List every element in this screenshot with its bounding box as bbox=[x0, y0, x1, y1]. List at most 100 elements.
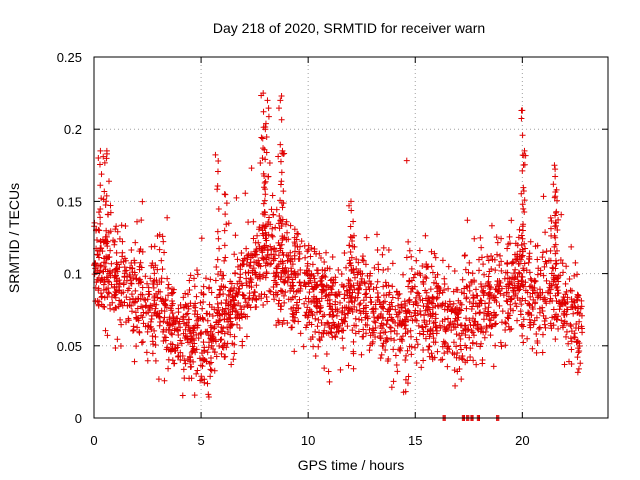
data-point-2528 bbox=[280, 200, 287, 207]
x-tick-label-4: 20 bbox=[515, 433, 529, 448]
data-point-1991 bbox=[315, 267, 322, 274]
data-point-2290 bbox=[313, 284, 320, 291]
data-point-2301 bbox=[355, 328, 362, 335]
data-point-1953 bbox=[260, 255, 267, 262]
data-point-269 bbox=[402, 376, 409, 383]
data-point-2411 bbox=[97, 161, 104, 168]
data-point-701 bbox=[466, 334, 473, 341]
data-point-717 bbox=[388, 314, 395, 321]
y-tick-label-2: 0.1 bbox=[64, 267, 82, 282]
data-point-2002 bbox=[333, 312, 340, 319]
data-point-591 bbox=[225, 220, 232, 227]
data-point-1510 bbox=[549, 264, 556, 271]
data-point-1299 bbox=[503, 297, 510, 304]
data-point-2108 bbox=[313, 309, 320, 316]
data-point-1719 bbox=[198, 331, 205, 338]
data-point-1675 bbox=[180, 303, 187, 310]
data-point-1177 bbox=[415, 322, 422, 329]
data-point-2597 bbox=[554, 275, 561, 282]
data-point-2467 bbox=[260, 170, 267, 177]
y-tick-label-1: 0.05 bbox=[57, 339, 82, 354]
data-point-927 bbox=[158, 257, 165, 264]
data-point-161 bbox=[444, 315, 451, 322]
data-point-1069 bbox=[243, 245, 250, 252]
data-point-1255 bbox=[469, 339, 476, 346]
data-point-2177 bbox=[426, 306, 433, 313]
data-point-2330 bbox=[344, 310, 351, 317]
data-point-2351 bbox=[135, 315, 142, 322]
data-point-1684 bbox=[106, 290, 113, 297]
data-point-1747 bbox=[234, 311, 241, 318]
data-point-1808 bbox=[289, 279, 296, 286]
data-point-2195 bbox=[185, 316, 192, 323]
data-point-951 bbox=[514, 294, 521, 301]
data-point-2568 bbox=[519, 246, 526, 253]
data-point-1697 bbox=[161, 300, 168, 307]
data-point-1598 bbox=[423, 321, 430, 328]
data-point-2061 bbox=[465, 269, 472, 276]
data-point-2240 bbox=[328, 276, 335, 283]
data-point-1226 bbox=[332, 292, 339, 299]
data-point-2476 bbox=[263, 242, 270, 249]
data-point-1154 bbox=[386, 324, 393, 331]
data-point-1783 bbox=[189, 348, 196, 355]
data-point-1741 bbox=[198, 373, 205, 380]
data-point-1574 bbox=[362, 291, 369, 298]
data-point-1190 bbox=[388, 335, 395, 342]
data-point-1971 bbox=[409, 285, 416, 292]
data-point-391 bbox=[329, 254, 336, 261]
data-point-1748 bbox=[514, 284, 521, 291]
data-point-1528 bbox=[367, 294, 374, 301]
data-point-2322 bbox=[372, 324, 379, 331]
data-point-2256 bbox=[313, 250, 320, 257]
data-point-2161 bbox=[236, 324, 243, 331]
data-point-1253 bbox=[270, 284, 277, 291]
y-axis-label: SRMTID / TECUs bbox=[6, 183, 22, 293]
data-point-1331 bbox=[391, 337, 398, 344]
data-point-1425 bbox=[120, 281, 127, 288]
data-point-2037 bbox=[471, 235, 478, 242]
data-point-1729 bbox=[238, 249, 245, 256]
data-point-443 bbox=[445, 322, 452, 329]
data-point-2332 bbox=[524, 335, 531, 342]
data-point-2263 bbox=[499, 308, 506, 315]
data-point-2518 bbox=[278, 92, 285, 99]
data-point-806 bbox=[339, 335, 346, 342]
data-point-1385 bbox=[521, 260, 528, 267]
data-point-2445 bbox=[222, 305, 229, 312]
data-point-1639 bbox=[251, 288, 258, 295]
data-point-1503 bbox=[238, 306, 245, 313]
data-point-1428 bbox=[116, 297, 123, 304]
data-point-2191 bbox=[474, 292, 481, 299]
data-point-1358 bbox=[375, 261, 382, 268]
data-point-1990 bbox=[138, 264, 145, 271]
data-point-2035 bbox=[426, 318, 433, 325]
data-point-575 bbox=[174, 353, 181, 360]
data-point-1854 bbox=[482, 300, 489, 307]
data-point-2231 bbox=[154, 266, 161, 273]
data-point-2145 bbox=[206, 284, 213, 291]
data-point-1620 bbox=[403, 310, 410, 317]
data-point-386 bbox=[197, 330, 204, 337]
data-point-2189 bbox=[190, 324, 197, 331]
data-point-1873 bbox=[302, 312, 309, 319]
data-point-1927 bbox=[289, 310, 296, 317]
data-point-405 bbox=[208, 342, 215, 349]
data-point-562 bbox=[276, 297, 283, 304]
data-point-1874 bbox=[190, 329, 197, 336]
data-point-1599 bbox=[458, 322, 465, 329]
data-point-2014 bbox=[126, 285, 133, 292]
data-point-132 bbox=[382, 279, 389, 286]
data-point-467 bbox=[198, 235, 205, 242]
data-point-1421 bbox=[540, 193, 547, 200]
data-point-1587 bbox=[576, 348, 583, 355]
data-point-2246 bbox=[351, 274, 358, 281]
data-point-2485 bbox=[262, 156, 269, 163]
data-point-2026 bbox=[330, 280, 337, 287]
data-point-2592 bbox=[552, 173, 559, 180]
data-point-76 bbox=[200, 339, 207, 346]
data-point-2591 bbox=[550, 181, 557, 188]
data-point-385 bbox=[287, 222, 294, 229]
data-point-2311 bbox=[295, 287, 302, 294]
data-point-2268 bbox=[473, 340, 480, 347]
